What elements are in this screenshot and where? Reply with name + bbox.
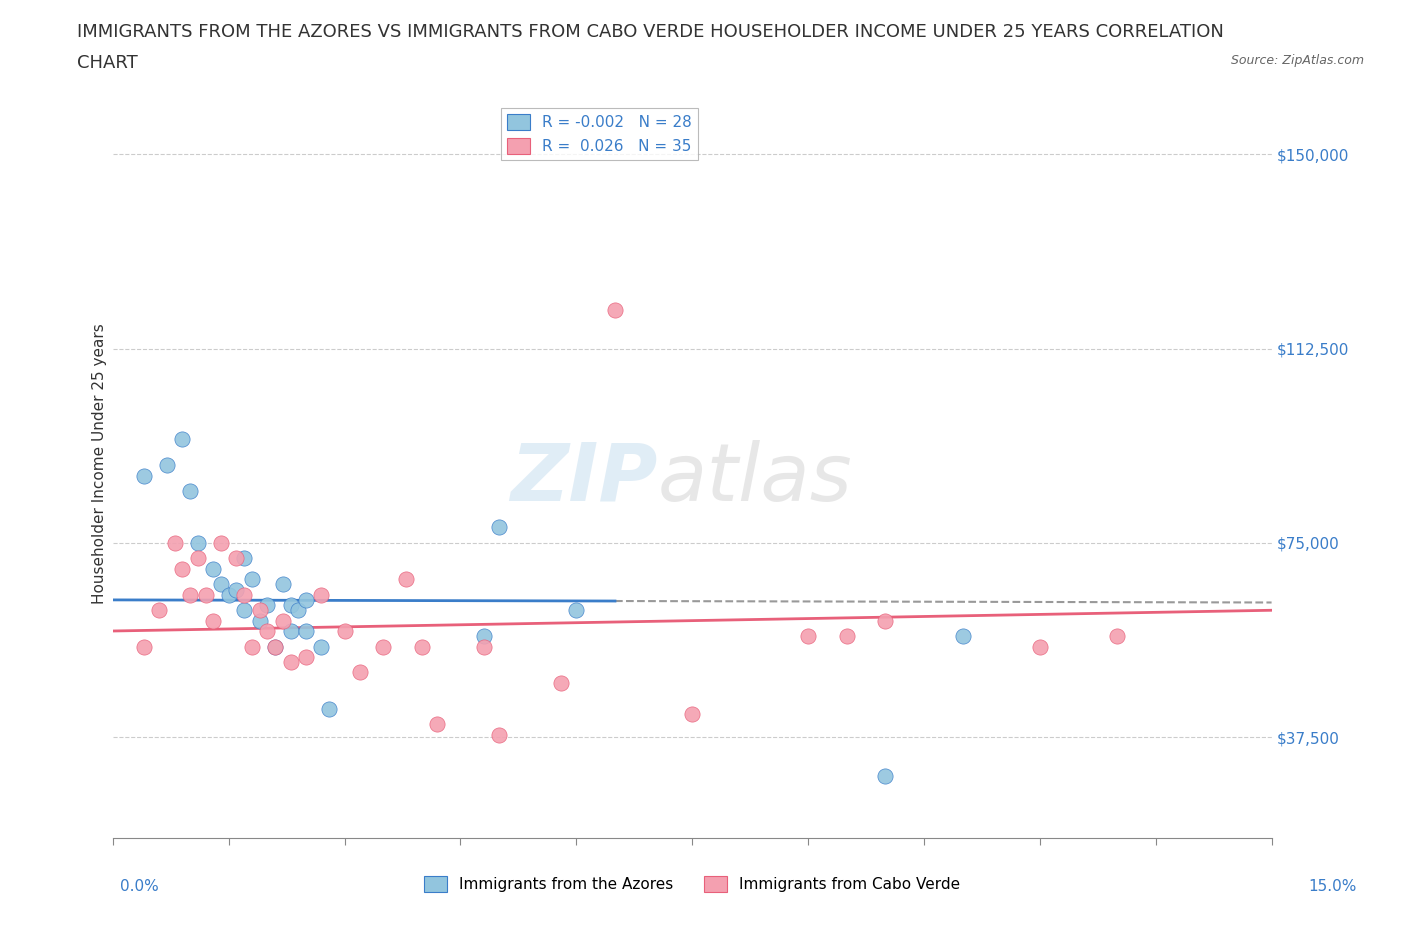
Point: [202, 613, 225, 628]
Point: [952, 629, 974, 644]
Point: [179, 587, 201, 602]
Point: [249, 603, 271, 618]
Point: [256, 623, 278, 638]
Point: [295, 649, 318, 664]
Point: [249, 613, 271, 628]
Point: [172, 432, 194, 446]
Text: 15.0%: 15.0%: [1309, 879, 1357, 894]
Point: [172, 562, 194, 577]
Point: [681, 707, 703, 722]
Point: [1029, 639, 1052, 654]
Y-axis label: Householder Income Under 25 years: Householder Income Under 25 years: [93, 324, 107, 604]
Point: [271, 613, 294, 628]
Point: [132, 639, 155, 654]
Point: [333, 623, 356, 638]
Point: [295, 592, 318, 607]
Point: [280, 623, 302, 638]
Point: [209, 536, 232, 551]
Point: [603, 302, 626, 317]
Point: [132, 468, 155, 483]
Point: [875, 613, 897, 628]
Point: [472, 629, 495, 644]
Point: [835, 629, 858, 644]
Point: [797, 629, 820, 644]
Point: [295, 623, 318, 638]
Point: [373, 639, 395, 654]
Text: IMMIGRANTS FROM THE AZORES VS IMMIGRANTS FROM CABO VERDE HOUSEHOLDER INCOME UNDE: IMMIGRANTS FROM THE AZORES VS IMMIGRANTS…: [77, 23, 1225, 41]
Point: [311, 639, 333, 654]
Point: [256, 598, 278, 613]
Point: [264, 639, 287, 654]
Point: [395, 572, 418, 587]
Point: [163, 536, 186, 551]
Point: [225, 582, 247, 597]
Point: [194, 587, 217, 602]
Point: [233, 587, 256, 602]
Point: [280, 655, 302, 670]
Point: [225, 551, 247, 565]
Point: [240, 572, 263, 587]
Point: [202, 562, 225, 577]
Point: [1107, 629, 1129, 644]
Point: [280, 598, 302, 613]
Point: [233, 603, 256, 618]
Point: [179, 484, 201, 498]
Text: CHART: CHART: [77, 54, 138, 72]
Point: [187, 536, 209, 551]
Point: [875, 769, 897, 784]
Point: [488, 727, 510, 742]
Point: [156, 458, 179, 472]
Text: ZIP: ZIP: [510, 440, 658, 518]
Point: [472, 639, 495, 654]
Legend: R = -0.002   N = 28, R =  0.026   N = 35: R = -0.002 N = 28, R = 0.026 N = 35: [501, 108, 699, 160]
Point: [148, 603, 170, 618]
Point: [311, 587, 333, 602]
Point: [264, 639, 287, 654]
Point: [426, 717, 449, 732]
Point: [411, 639, 433, 654]
Point: [271, 577, 294, 591]
Point: [287, 603, 309, 618]
Point: [488, 520, 510, 535]
Text: atlas: atlas: [658, 440, 852, 518]
Point: [187, 551, 209, 565]
Point: [565, 603, 588, 618]
Point: [349, 665, 371, 680]
Point: [218, 587, 240, 602]
Point: [233, 551, 256, 565]
Point: [550, 675, 572, 690]
Point: [318, 701, 340, 716]
Text: Source: ZipAtlas.com: Source: ZipAtlas.com: [1230, 54, 1364, 67]
Point: [209, 577, 232, 591]
Point: [240, 639, 263, 654]
Text: 0.0%: 0.0%: [120, 879, 159, 894]
